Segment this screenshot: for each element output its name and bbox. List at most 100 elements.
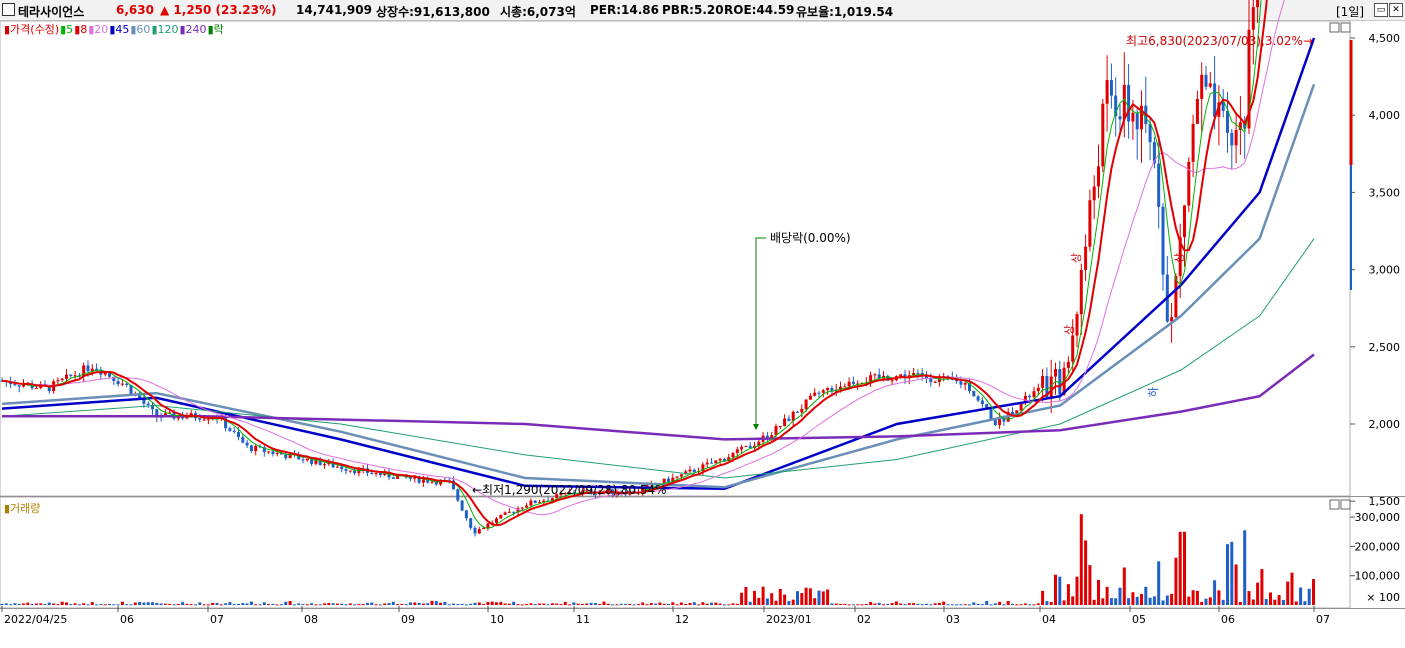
legend-volume: ▮거래량 [4, 502, 41, 515]
volume-bar [434, 601, 438, 605]
volume-bar [452, 603, 455, 605]
volume-bar [1006, 601, 1010, 605]
candle-body [1097, 166, 1100, 187]
volume-bar [1011, 603, 1014, 605]
restore-window-icon[interactable]: ▭ [1374, 3, 1388, 17]
volume-bar [366, 602, 369, 605]
candle-body [254, 446, 258, 452]
volume-bar [1286, 581, 1290, 605]
candle-body [830, 387, 834, 392]
candle-body [13, 384, 17, 386]
volume-bar [413, 602, 417, 605]
y-tick-label: 2,500 [1369, 341, 1401, 354]
volume-bar [288, 600, 292, 605]
candle-body [1084, 246, 1088, 270]
candle-body [877, 374, 881, 379]
volume-bar [168, 603, 172, 605]
volume-bar [1054, 574, 1057, 605]
volume-bar [520, 604, 524, 606]
select-checkbox[interactable] [2, 3, 15, 16]
candle-body [512, 511, 516, 513]
candle-body [692, 469, 696, 473]
candle-body [1079, 269, 1083, 315]
candle-body [1247, 29, 1251, 129]
volume-tick-label: 200,000 [1355, 540, 1401, 553]
x-tick-label: 07 [1316, 613, 1330, 626]
volume-bar [1277, 595, 1281, 605]
candle-body [482, 527, 486, 529]
candle-body [667, 478, 670, 483]
volume-bar [26, 602, 30, 605]
candle-body [206, 419, 210, 421]
volume-bar [585, 603, 589, 605]
price-panel-button [1329, 22, 1340, 33]
volume-bar [335, 603, 339, 605]
candle-body [60, 378, 64, 381]
candle-body [129, 384, 133, 395]
period-selector[interactable]: [1일] [1336, 5, 1365, 19]
candle-body [507, 511, 511, 513]
volume-bar [968, 604, 971, 606]
candle-body [82, 365, 86, 377]
volume-bar [34, 603, 38, 605]
dividend-marker [755, 237, 766, 428]
candle-body [817, 392, 821, 394]
volume-bar [1243, 530, 1247, 605]
volume-bar [249, 601, 253, 605]
volume-bar [374, 604, 378, 606]
volume-bar [133, 602, 137, 605]
y-tick-label: 3,500 [1369, 186, 1401, 199]
volume-bar [301, 604, 305, 606]
volume-bar [305, 604, 309, 606]
volume-bar [903, 604, 907, 606]
candle-body [22, 384, 25, 387]
candle-body [791, 411, 795, 421]
candle-body [542, 500, 546, 503]
volume-bar [198, 602, 202, 605]
volume-bar [753, 590, 756, 605]
x-tick-label: 2023/01 [766, 613, 812, 626]
volume-bar [602, 601, 606, 605]
limit-down-marker: 하 [1146, 387, 1160, 397]
stock-name[interactable]: 테라사이언스 [18, 5, 85, 19]
candle-body [469, 518, 473, 528]
volume-bar [774, 600, 778, 605]
candle-body [1140, 105, 1143, 130]
volume-bar [985, 600, 989, 605]
volume-bar [86, 604, 90, 606]
volume-bar [443, 601, 447, 605]
candle-body [262, 447, 266, 452]
volume-bar [396, 604, 400, 606]
volume-bar [1157, 561, 1161, 605]
candle-body [151, 405, 154, 410]
volume-bar [194, 604, 197, 606]
price-panel [0, 20, 1351, 497]
volume-bar [860, 604, 864, 606]
candle-body [826, 387, 830, 391]
candle-body [1023, 395, 1027, 403]
volume-bar [65, 602, 68, 605]
volume-bar [151, 602, 154, 605]
candle-body [1015, 410, 1019, 415]
high-annotation: 최고6,830(2023/07/03),3.02%→ [1126, 34, 1313, 48]
candle-body [1187, 161, 1191, 206]
candle-body [297, 454, 301, 460]
candle-body [963, 383, 967, 385]
volume-bar [400, 603, 404, 605]
volume-bar [624, 603, 627, 605]
volume-bar [963, 604, 967, 606]
candle-body [727, 457, 731, 461]
candle-body [452, 480, 455, 490]
volume-bar [1281, 600, 1285, 605]
dividend-label: 배당락(0.00%) [770, 231, 851, 245]
volume-bar [722, 604, 726, 606]
candle-body [804, 399, 808, 409]
volume-bar [851, 604, 855, 606]
volume-bar [581, 604, 584, 606]
candle-body [1226, 110, 1229, 133]
volume-bar [542, 603, 546, 605]
close-window-icon[interactable]: ✕ [1389, 3, 1403, 17]
volume-bar [989, 604, 993, 606]
volume-bar [632, 604, 636, 606]
